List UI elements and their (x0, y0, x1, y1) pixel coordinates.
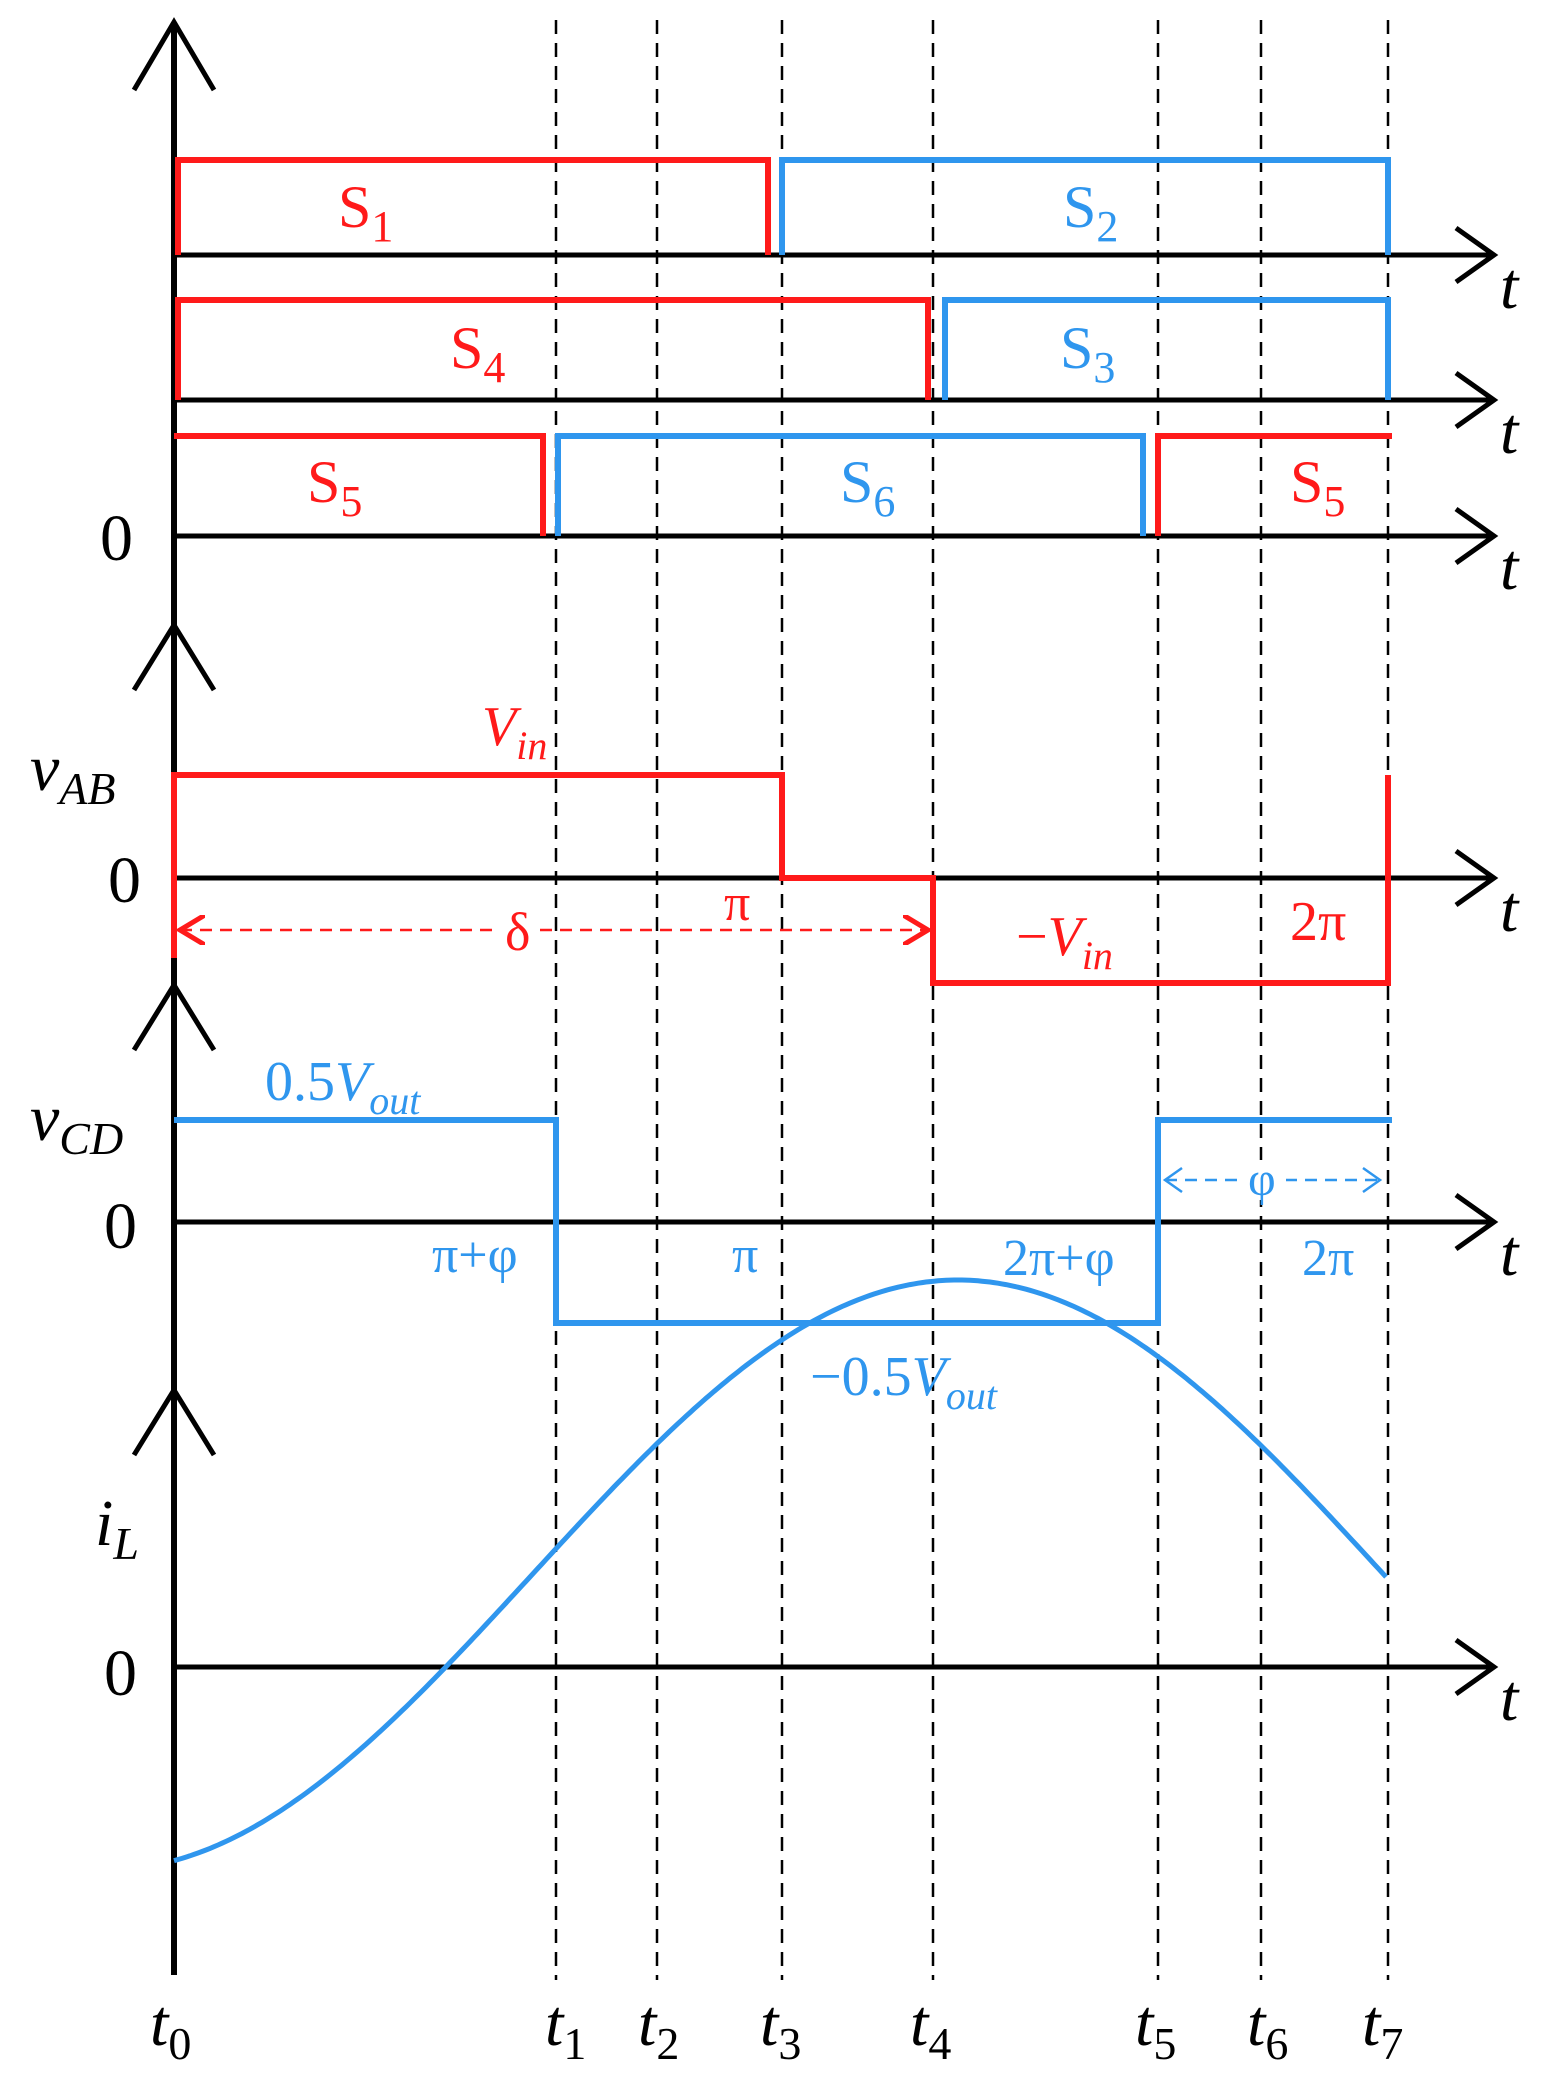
s4-label: S4 (450, 315, 505, 392)
t-axis-labels: t t t t t t (1500, 250, 1520, 1735)
arrowhead-vcd-panel (131, 980, 217, 1052)
arrowhead-il-panel (131, 1385, 217, 1457)
t-label-vcd: t (1500, 1217, 1520, 1290)
t-label-row3: t (1500, 531, 1520, 604)
arrowhead-vab-panel (131, 620, 217, 692)
s5-label-left: S5 (307, 449, 362, 526)
t-label-row1: t (1500, 250, 1520, 323)
zero-label-vab: 0 (108, 844, 141, 917)
two-pi-label-vab: 2π (1290, 891, 1346, 953)
t-label-il: t (1500, 1662, 1520, 1735)
time-label-t0: t0 (150, 1987, 191, 2069)
arrowhead-switch-panel (131, 17, 217, 92)
t-label-row2: t (1500, 395, 1520, 468)
time-label-t7: t7 (1362, 1987, 1403, 2069)
s5-label-right: S5 (1290, 449, 1345, 526)
il-waveform (173, 1277, 1388, 1864)
il-axis-label: iL (95, 1487, 139, 1569)
vcd-axis-label: vCD (30, 1082, 123, 1164)
s1-label: S1 (338, 174, 393, 251)
time-label-t2: t2 (638, 1987, 679, 2069)
pi-plus-phi-label: π+φ (432, 1227, 518, 1284)
s3-pulse (942, 297, 1391, 400)
phi-label-bg (1242, 1160, 1286, 1200)
s2-pulse (779, 157, 1391, 255)
time-axes (174, 225, 1499, 1697)
vertical-arrowheads (131, 17, 217, 1457)
phi-label: φ (1248, 1153, 1276, 1206)
time-tick-labels: t0 t1 t2 t3 t4 t5 t6 t7 (150, 1987, 1403, 2069)
two-pi-plus-phi-label: 2π+φ (1003, 1230, 1115, 1287)
zero-label-vcd: 0 (104, 1190, 137, 1263)
vab-labels: vAB Vin π δ −Vin 2π (30, 696, 1346, 978)
time-label-t1: t1 (545, 1987, 586, 2069)
s2-label: S2 (1063, 174, 1118, 251)
two-pi-label-vcd: 2π (1302, 1230, 1354, 1287)
pi-label-vcd: π (732, 1227, 758, 1284)
time-label-t4: t4 (910, 1987, 951, 2069)
time-label-t3: t3 (760, 1987, 801, 2069)
pi-label-vab: π (724, 875, 750, 932)
neg-vin-label: −Vin (1016, 906, 1113, 978)
s5-pulse-a (174, 433, 546, 536)
vcd-waveform (174, 1117, 1392, 1326)
neg-vout-label: −0.5Vout (810, 1346, 998, 1418)
s4-pulse (175, 297, 931, 400)
s6-label: S6 (840, 449, 895, 526)
t-label-vab: t (1500, 873, 1520, 946)
vab-waveform (171, 772, 1391, 986)
s3-label: S3 (1060, 315, 1115, 392)
zero-label-switch: 0 (100, 502, 133, 575)
delta-label: δ (505, 902, 530, 962)
vab-axis-label: vAB (30, 732, 116, 814)
s5-pulse-b (1155, 433, 1392, 536)
switch-signals (174, 157, 1392, 536)
pos-vout-label: 0.5Vout (265, 1051, 421, 1123)
vin-label: Vin (482, 696, 547, 768)
time-label-t5: t5 (1135, 1987, 1176, 2069)
switch-labels: S1 S2 S4 S3 S5 S6 S5 (307, 174, 1345, 526)
s1-pulse (175, 157, 771, 255)
time-guide-lines (554, 20, 1390, 1980)
zero-label-il: 0 (104, 1637, 137, 1710)
s6-pulse (555, 433, 1146, 536)
zero-labels: 0 0 0 0 (100, 502, 141, 1710)
vcd-labels: vCD 0.5Vout π+φ π 2π+φ 2π φ −0.5Vout (30, 1051, 1354, 1418)
delta-label-bg (495, 905, 537, 955)
time-label-t6: t6 (1247, 1987, 1288, 2069)
